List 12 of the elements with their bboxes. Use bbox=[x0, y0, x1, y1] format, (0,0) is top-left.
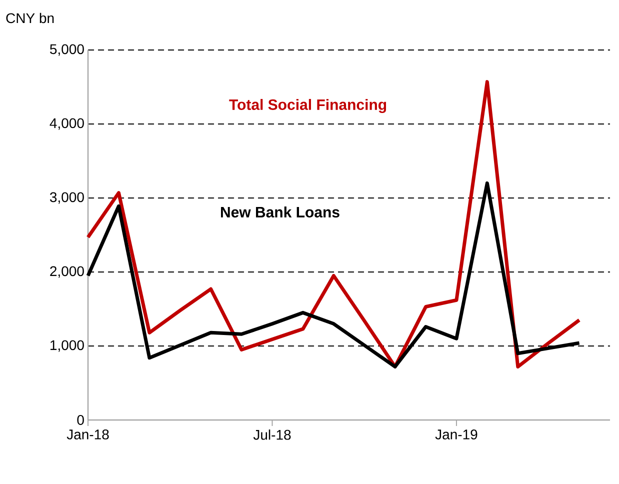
y-tick-label: 3,000 bbox=[50, 192, 84, 204]
y-tick-label: 4,000 bbox=[50, 118, 84, 130]
y-tick-label: 2,000 bbox=[50, 266, 84, 278]
text: Total Social Financing bbox=[229, 98, 386, 114]
text: New Bank Loans bbox=[220, 206, 340, 218]
y-tick-label: 0 bbox=[77, 415, 84, 425]
y-axis-title: CNY bn bbox=[6, 12, 54, 24]
y-tick-label: 1,000 bbox=[50, 340, 84, 352]
x-tick-label: Jan-18 bbox=[66, 430, 109, 440]
y-tick-label: 5,000 bbox=[50, 44, 84, 56]
x-tick-label: Jul-18 bbox=[253, 430, 291, 440]
x-tick-label: Jan-19 bbox=[435, 430, 478, 440]
